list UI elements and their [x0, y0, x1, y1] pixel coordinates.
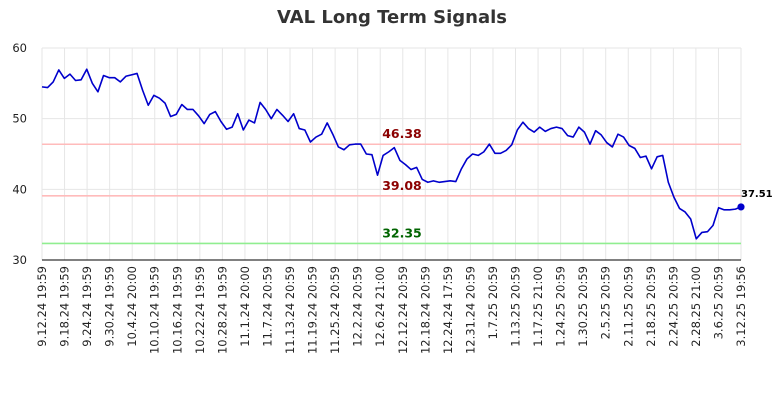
x-tick-label: 12.6.24 21:00 [373, 266, 387, 347]
x-tick-label: 10.10.24 19:59 [148, 266, 162, 354]
x-tick-label: 11.25.24 20:59 [328, 266, 342, 354]
x-tick-label: 12.12.24 20:59 [396, 266, 410, 354]
label-layer: 46.38 39.08 32.35 37.51 [382, 126, 772, 240]
level-layer [42, 143, 741, 245]
x-tick-label: 9.24.24 19:59 [80, 266, 94, 347]
x-tick-label: 2.24.25 20:59 [666, 266, 680, 347]
x-tick-label: 1.7.25 20:59 [486, 266, 500, 339]
x-tick-label: 9.12.24 19:59 [35, 266, 49, 347]
x-tick-label: 11.7.24 20:59 [260, 266, 274, 347]
level-label: 39.08 [382, 178, 422, 193]
x-tick-label: 12.18.24 20:59 [418, 266, 432, 354]
x-tick-label: 9.30.24 19:59 [103, 266, 117, 347]
grid-layer [41, 47, 742, 261]
y-tick-label: 50 [12, 112, 27, 126]
x-tick-label: 9.18.24 19:59 [58, 266, 72, 347]
x-tick-label: 2.5.25 20:59 [599, 266, 613, 339]
last-value-label: 37.51 [741, 189, 773, 200]
x-tick-label: 2.28.25 21:00 [689, 266, 703, 347]
x-tick-label: 2.11.25 20:59 [621, 266, 635, 347]
x-tick-label: 12.24.24 17:59 [441, 266, 455, 354]
x-tick-label: 11.13.24 20:59 [283, 266, 297, 354]
x-tick-label: 12.31.24 20:59 [463, 266, 477, 354]
chart-title: VAL Long Term Signals [276, 7, 508, 28]
level-label: 32.35 [382, 225, 422, 240]
level-label: 46.38 [382, 126, 422, 141]
x-tick-label: 10.4.24 20:00 [125, 266, 139, 347]
y-tick-label: 30 [12, 253, 27, 267]
last-point-marker [737, 203, 745, 211]
x-tick-label: 2.18.25 20:59 [644, 266, 658, 347]
x-tick-label: 10.22.24 19:59 [193, 266, 207, 354]
axis-layer: 30 40 50 60 9.12.24 19:59 9.18.24 19:59 9.24.2… [12, 41, 748, 354]
y-tick-label: 60 [12, 41, 27, 55]
series-line [41, 68, 742, 240]
series-layer [41, 68, 745, 240]
x-tick-label: 3.6.25 20:59 [711, 266, 725, 339]
x-tick-label: 3.12.25 19:56 [734, 266, 748, 347]
y-tick-label: 40 [12, 182, 27, 196]
x-tick-label: 12.2.24 20:59 [351, 266, 365, 347]
x-tick-label: 1.13.25 20:59 [509, 266, 523, 347]
x-tick-label: 11.1.24 20:00 [238, 266, 252, 347]
x-tick-label: 1.30.25 20:59 [576, 266, 590, 347]
x-tick-label: 1.24.25 20:59 [554, 266, 568, 347]
x-tick-label: 10.16.24 19:59 [170, 266, 184, 354]
x-tick-label: 10.28.24 19:59 [215, 266, 229, 354]
x-tick-label: 1.17.25 21:00 [531, 266, 545, 347]
x-tick-label: 11.19.24 20:59 [306, 266, 320, 354]
